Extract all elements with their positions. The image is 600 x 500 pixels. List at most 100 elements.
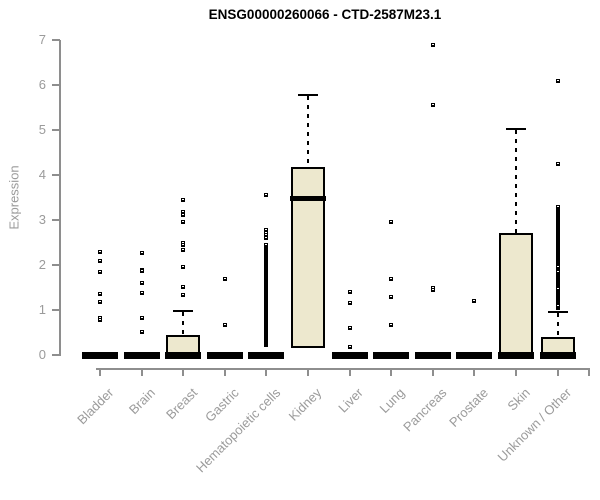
outlier-point	[389, 294, 394, 299]
x-tick-label: Pancreas	[399, 385, 450, 435]
y-tick	[52, 39, 60, 41]
y-tick	[52, 174, 60, 176]
x-tick-label: Lung	[376, 385, 408, 417]
median-line	[290, 195, 326, 201]
collapsed-box	[82, 352, 118, 359]
outlier-point	[264, 227, 269, 232]
y-tick-label: 3	[38, 212, 46, 227]
outlier-point	[181, 220, 186, 225]
outlier-point	[430, 42, 435, 47]
y-tick	[52, 309, 60, 311]
outlier-point	[181, 264, 186, 269]
x-axis-end-tick	[588, 369, 590, 376]
whisker-line	[515, 130, 517, 233]
x-tick	[431, 369, 434, 376]
outlier-point	[472, 299, 477, 303]
outlier-point	[181, 212, 186, 217]
x-tick-label: Skin	[504, 385, 533, 414]
collapsed-box	[373, 352, 410, 359]
median-line	[498, 352, 534, 359]
collapsed-box	[123, 352, 160, 359]
median-line	[165, 352, 202, 359]
outlier-point	[98, 292, 102, 297]
y-tick	[52, 84, 60, 86]
outlier-point	[139, 281, 144, 285]
x-tick	[140, 369, 143, 376]
x-tick-label: Bladder	[74, 385, 117, 428]
whisker-line	[307, 95, 309, 168]
y-axis-line	[59, 40, 61, 356]
x-tick	[348, 369, 351, 376]
y-axis-label: Expression	[6, 165, 22, 230]
outlier-point	[347, 344, 352, 349]
x-tick-label: Kidney	[285, 385, 325, 424]
outlier-point	[264, 230, 269, 235]
outlier-point	[181, 248, 186, 253]
outlier-point	[347, 290, 352, 294]
y-tick-label: 5	[38, 122, 46, 137]
outlier-point	[222, 323, 227, 328]
y-tick-label: 4	[38, 167, 46, 182]
y-tick	[52, 219, 60, 221]
x-tick	[515, 369, 517, 376]
x-tick	[390, 369, 393, 376]
x-tick-label: Liver	[335, 385, 367, 416]
whisker-cap	[298, 93, 318, 96]
x-tick-label: Unknown / Other	[494, 385, 575, 465]
outlier-point	[430, 285, 435, 290]
median-line	[539, 352, 576, 359]
x-tick	[265, 369, 268, 376]
x-axis-line	[96, 368, 590, 370]
outlier-point	[555, 78, 560, 83]
outlier-point	[139, 291, 144, 296]
x-tick	[556, 369, 559, 376]
y-tick	[52, 354, 60, 356]
outlier-point	[181, 285, 186, 290]
outlier-point	[264, 242, 269, 247]
outlier-point	[555, 265, 560, 270]
box	[499, 232, 533, 355]
whisker-line	[182, 311, 185, 335]
y-tick	[52, 264, 60, 266]
outlier-point	[139, 269, 144, 274]
y-tick-label: 6	[38, 77, 46, 92]
y-tick-label: 0	[38, 347, 46, 362]
chart-title: ENSG00000260066 - CTD-2587M23.1	[208, 7, 442, 22]
x-tick-label: Prostate	[446, 385, 492, 430]
outlier-point	[98, 259, 102, 264]
collapsed-box	[456, 352, 493, 359]
outlier-point	[181, 243, 186, 248]
outlier-point	[181, 210, 186, 215]
outlier-point	[264, 193, 269, 198]
y-tick-label: 7	[38, 32, 46, 47]
collapsed-box	[206, 352, 243, 359]
x-tick	[99, 369, 101, 376]
outlier-point	[264, 236, 269, 240]
whisker-cap	[506, 128, 526, 131]
outlier-point	[389, 220, 394, 225]
x-tick-label: Gastric	[201, 385, 242, 425]
y-tick	[52, 129, 60, 131]
outlier-point	[98, 249, 102, 254]
collapsed-box	[331, 352, 368, 359]
outlier-point	[181, 292, 186, 297]
outlier-point	[389, 323, 394, 328]
x-tick	[473, 369, 476, 376]
outlier-point	[222, 276, 227, 281]
whisker-line	[556, 312, 559, 337]
outlier-point	[347, 300, 352, 305]
x-tick	[307, 369, 309, 376]
outlier-point	[181, 240, 186, 245]
outlier-point	[139, 316, 144, 321]
x-tick	[182, 369, 185, 376]
collapsed-box	[248, 352, 285, 359]
outlier-point	[264, 233, 269, 238]
whisker-cap	[173, 309, 194, 312]
outlier-point	[139, 250, 144, 255]
outlier-point	[430, 103, 435, 108]
outlier-point	[181, 197, 186, 202]
box	[291, 167, 325, 349]
y-tick-label: 2	[38, 257, 46, 272]
x-tick	[223, 369, 226, 376]
